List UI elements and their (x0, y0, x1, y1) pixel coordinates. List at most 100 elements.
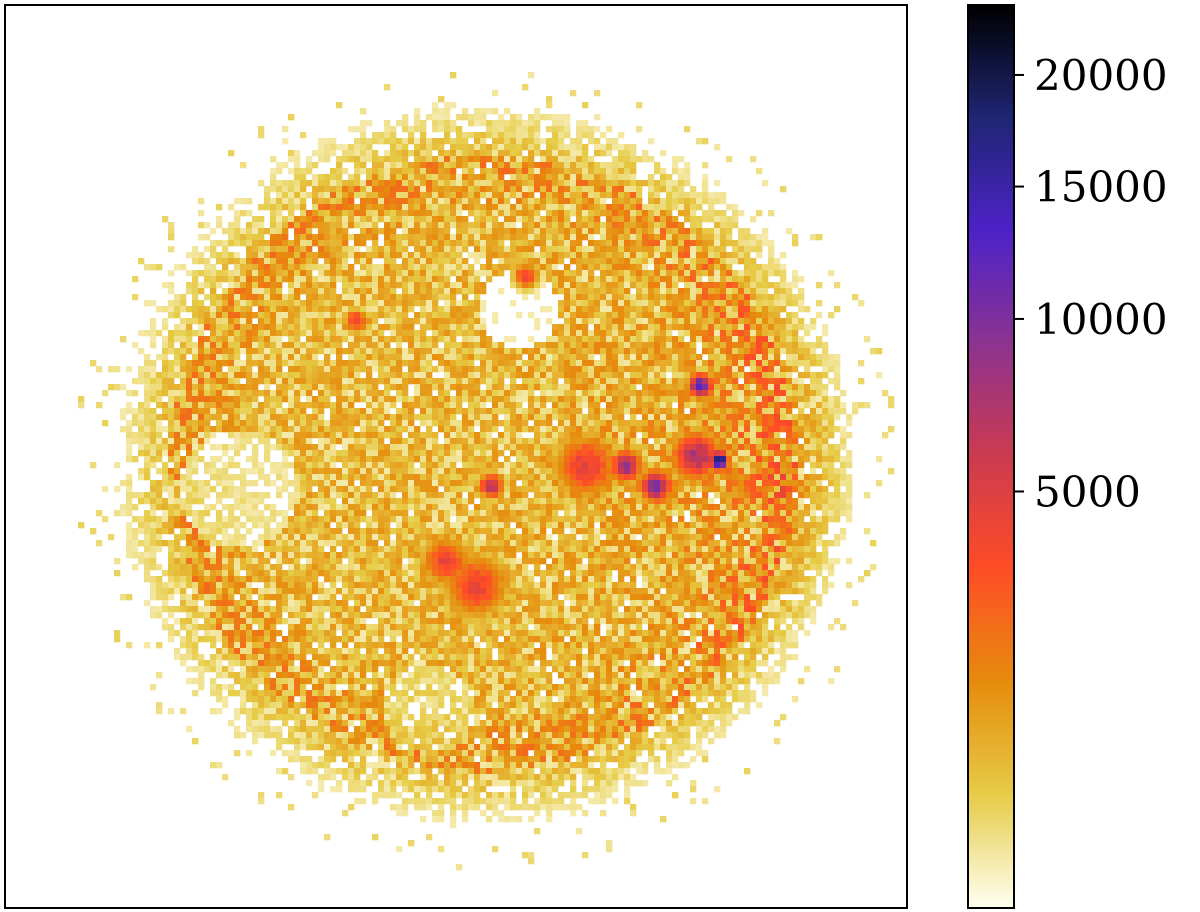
heatmap-cell (486, 420, 493, 427)
heatmap-cell (294, 372, 301, 379)
heatmap-cell (366, 168, 373, 175)
heatmap-cell (654, 378, 661, 385)
heatmap-cell (288, 450, 295, 457)
heatmap-cell (348, 396, 355, 403)
heatmap-cell (762, 402, 769, 409)
heatmap-cell (624, 174, 631, 181)
heatmap-cell (564, 402, 571, 409)
heatmap-cell (378, 306, 385, 313)
heatmap-cell (564, 342, 571, 349)
heatmap-cell (570, 258, 577, 265)
heatmap-cell (438, 216, 445, 223)
heatmap-cell (174, 300, 181, 307)
heatmap-cell (330, 186, 337, 193)
heatmap-cell (456, 360, 463, 367)
heatmap-cell (750, 234, 757, 241)
heatmap-cell (360, 252, 367, 259)
heatmap-cell (504, 138, 511, 145)
heatmap-cell (264, 384, 271, 391)
heatmap-cell (510, 144, 517, 151)
heatmap-cell (168, 426, 175, 433)
heatmap-cell (432, 186, 439, 193)
heatmap-cell (714, 324, 721, 331)
heatmap-cell (744, 234, 751, 241)
heatmap-cell (756, 324, 763, 331)
heatmap-cell (420, 294, 427, 301)
heatmap-cell (528, 150, 535, 157)
heatmap-cell (498, 138, 505, 145)
heatmap-cell (246, 324, 253, 331)
heatmap-cell (270, 216, 277, 223)
heatmap-cell (654, 438, 661, 445)
heatmap-cell (414, 276, 421, 283)
heatmap-cell (762, 234, 769, 241)
heatmap-cell (366, 420, 373, 427)
heatmap-cell (738, 252, 745, 259)
heatmap-cell (690, 216, 697, 223)
heatmap-cell (552, 348, 559, 355)
heatmap-cell (540, 408, 547, 415)
heatmap-cell (480, 144, 487, 151)
heatmap-cell (600, 240, 607, 247)
heatmap-cell (810, 324, 817, 331)
heatmap-cell (774, 414, 781, 421)
heatmap-cell (744, 390, 751, 397)
heatmap-cell (642, 414, 649, 421)
heatmap-cell (570, 150, 577, 157)
heatmap-cell (534, 408, 541, 415)
heatmap-cell (570, 294, 577, 301)
heatmap-cell (708, 216, 715, 223)
heatmap-cell (798, 336, 805, 343)
heatmap-cell (348, 366, 355, 373)
heatmap-cell (180, 378, 187, 385)
heatmap-cell (186, 420, 193, 427)
heatmap-cell (438, 324, 445, 331)
heatmap-cell (822, 402, 829, 409)
heatmap-cell (336, 204, 343, 211)
heatmap-cell (378, 252, 385, 259)
heatmap-cell (588, 354, 595, 361)
heatmap-cell (486, 270, 493, 277)
heatmap-cell (186, 378, 193, 385)
heatmap-cell (666, 342, 673, 349)
heatmap-cell (756, 294, 763, 301)
heatmap-cell (282, 426, 289, 433)
heatmap-cell (636, 294, 643, 301)
heatmap-cell (306, 234, 313, 241)
heatmap-cell (204, 306, 211, 313)
heatmap-cell (702, 426, 709, 433)
heatmap-cell (552, 414, 559, 421)
heatmap-cell (678, 444, 685, 451)
heatmap-cell (732, 306, 739, 313)
heatmap-cell (546, 450, 553, 457)
heatmap-cell (516, 402, 523, 409)
heatmap-cell (522, 426, 529, 433)
heatmap-cell (810, 414, 817, 421)
heatmap-cell (636, 312, 643, 319)
heatmap-cell (516, 204, 523, 211)
heatmap-cell (672, 318, 679, 325)
heatmap-cell (696, 222, 703, 229)
heatmap-cell (684, 342, 691, 349)
heatmap-cell (144, 414, 151, 421)
heatmap-cell (432, 378, 439, 385)
heatmap-cell (240, 270, 247, 277)
heatmap-cell (774, 348, 781, 355)
heatmap-cell (576, 330, 583, 337)
heatmap-cell (366, 156, 373, 163)
heatmap-cell (264, 228, 271, 235)
heatmap-cell (840, 390, 847, 397)
heatmap-cell (402, 234, 409, 241)
heatmap-cell (246, 438, 253, 445)
heatmap-cell (744, 306, 751, 313)
heatmap-cell (540, 420, 547, 427)
heatmap-cell (294, 384, 301, 391)
heatmap-cell (156, 432, 163, 439)
heatmap-cell (438, 222, 445, 229)
heatmap-cell (480, 396, 487, 403)
heatmap-cell (648, 360, 655, 367)
heatmap-cell (180, 264, 187, 271)
heatmap-cell (642, 204, 649, 211)
heatmap-cell (432, 264, 439, 271)
heatmap-cell (132, 390, 139, 397)
